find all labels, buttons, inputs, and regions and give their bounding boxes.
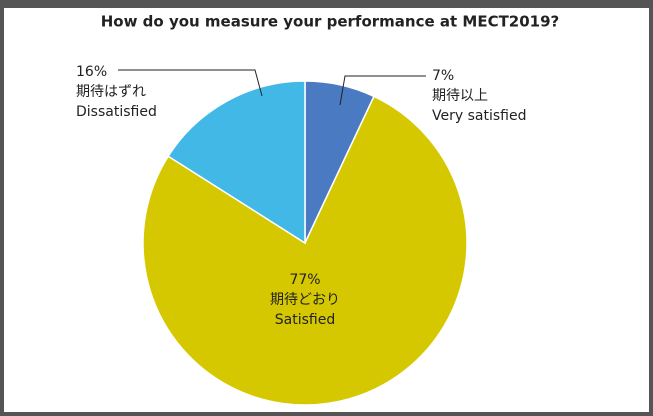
leader-line xyxy=(339,75,426,106)
chart-title: How do you measure your performance at M… xyxy=(101,13,560,31)
slice-label-jp: 期待どおり xyxy=(270,292,340,308)
pie-slice xyxy=(167,80,306,245)
pie-slice xyxy=(142,95,468,406)
slice-value-label: 16% xyxy=(76,64,107,80)
slice-value-label: 7% xyxy=(432,68,454,84)
slice-label-jp: 期待はずれ xyxy=(76,84,146,100)
slice-label-jp: 期待以上 xyxy=(432,88,488,104)
leader-line xyxy=(118,69,263,97)
slice-label: Satisfied xyxy=(275,312,335,328)
slice-label: Very satisfied xyxy=(432,108,526,124)
slice-value-label: 77% xyxy=(289,272,320,288)
slice-label: Dissatisfied xyxy=(76,104,157,120)
top-band xyxy=(0,0,653,8)
